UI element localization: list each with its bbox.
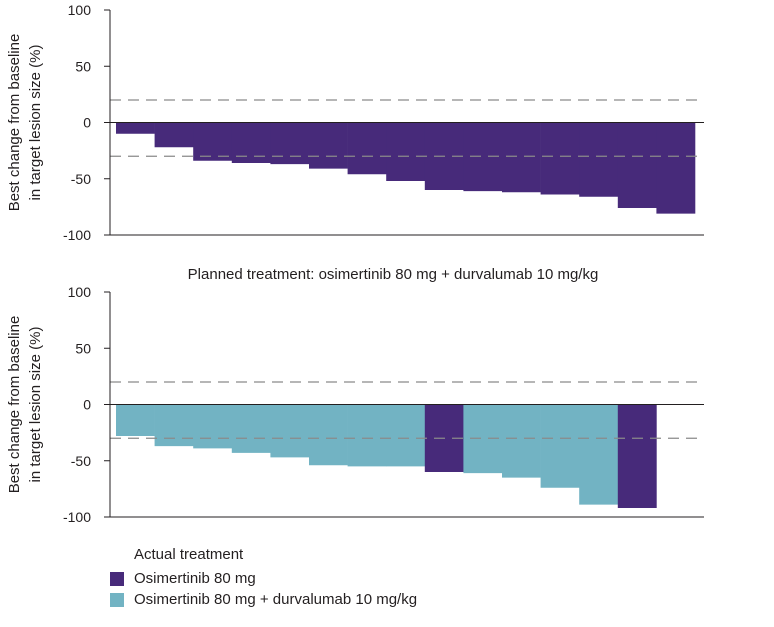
- bar: [540, 122, 580, 195]
- bar: [386, 122, 426, 181]
- chart-panel-1: 100 50 0 -50 -100 Best change from baseline in…: [6, 2, 704, 243]
- bar: [617, 404, 657, 508]
- y-tick-label: 0: [83, 115, 91, 131]
- bar: [656, 122, 696, 214]
- y-axis-label: in target lesion size (%): [27, 327, 44, 483]
- bar: [270, 404, 310, 458]
- y-tick-label: 50: [75, 340, 91, 356]
- y-tick-label: -50: [71, 171, 91, 187]
- bar: [579, 122, 619, 197]
- legend: Actual treatment Osimertinib 80 mg Osime…: [110, 546, 560, 610]
- y-tick-label: -50: [71, 453, 91, 469]
- bar: [270, 122, 310, 165]
- legend-swatch-combination: [110, 592, 124, 607]
- bar: [502, 404, 541, 478]
- bar: [193, 122, 233, 161]
- bar: [116, 404, 155, 436]
- bar: [116, 122, 155, 134]
- bar: [386, 404, 426, 467]
- y-tick-label: -100: [63, 509, 91, 525]
- legend-title: Actual treatment: [134, 546, 244, 563]
- y-axis-label: in target lesion size (%): [27, 45, 44, 201]
- bar: [154, 122, 194, 148]
- bar: [347, 404, 387, 467]
- bar: [231, 404, 271, 453]
- legend-item-osimertinib: Osimertinib 80 mg: [110, 568, 560, 589]
- bar: [347, 122, 387, 175]
- bar: [309, 122, 348, 169]
- bar: [231, 122, 271, 163]
- legend-label-osimertinib: Osimertinib 80 mg: [134, 570, 256, 587]
- legend-swatch-osimertinib: [110, 571, 124, 586]
- y-tick-label: 0: [83, 397, 91, 413]
- bar: [502, 122, 541, 193]
- y-axis-label: Best change from baseline: [6, 316, 23, 494]
- bar: [154, 404, 194, 447]
- bar: [540, 404, 580, 488]
- bar: [193, 404, 233, 449]
- y-axis-label: Best change from baseline: [6, 34, 23, 212]
- bar: [309, 404, 348, 466]
- chart-panel-2: Planned treatment: osimertinib 80 mg + d…: [6, 266, 704, 525]
- y-tick-label: 50: [75, 58, 91, 74]
- y-tick-label: -100: [63, 227, 91, 243]
- y-tick-label: 100: [68, 2, 92, 18]
- y-tick-label: 100: [68, 284, 92, 300]
- legend-label-combination: Osimertinib 80 mg + durvalumab 10 mg/kg: [134, 591, 418, 608]
- legend-item-combination: Osimertinib 80 mg + durvalumab 10 mg/kg: [110, 589, 560, 610]
- bar: [617, 122, 657, 208]
- chart-title: Planned treatment: osimertinib 80 mg + d…: [188, 266, 599, 283]
- bar: [579, 404, 619, 505]
